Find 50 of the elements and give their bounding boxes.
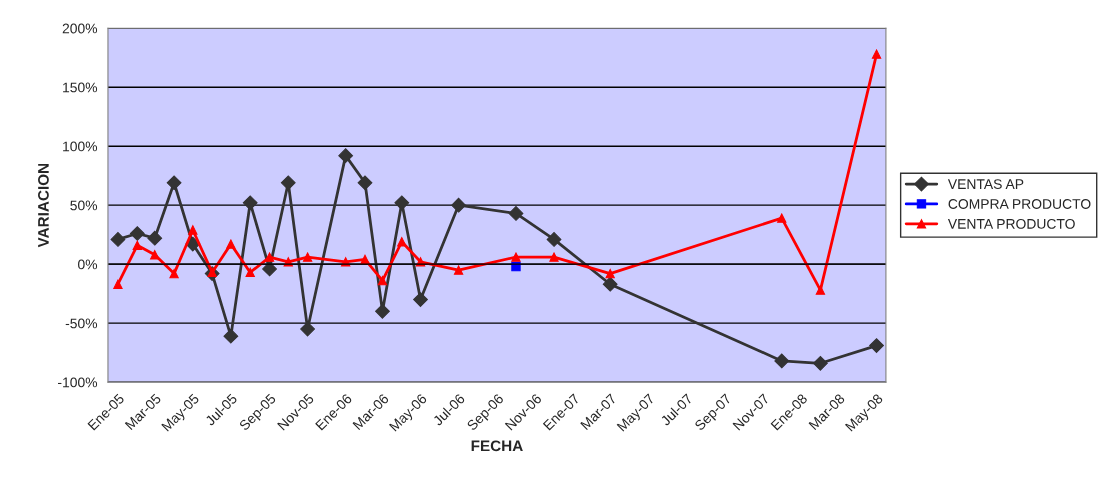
y-axis-title: VARIACION — [38, 163, 49, 248]
point — [375, 303, 390, 319]
point — [147, 230, 163, 246]
point — [871, 49, 882, 59]
x-axis-title: FECHA — [471, 440, 523, 452]
y-tick-label: -50% — [65, 318, 98, 329]
point — [226, 239, 236, 249]
point — [869, 338, 884, 353]
point — [453, 265, 464, 275]
point — [451, 197, 466, 213]
point — [549, 252, 559, 262]
point — [602, 276, 618, 292]
point — [394, 195, 410, 211]
point — [815, 285, 826, 295]
point — [242, 195, 258, 211]
y-tick-label: 0% — [78, 259, 98, 270]
legend-label: VENTAS AP — [947, 179, 1024, 190]
point — [377, 276, 388, 286]
legend-label: COMPRA PRODUCTO — [948, 199, 1091, 209]
point — [280, 175, 296, 191]
point — [546, 232, 562, 247]
point — [129, 226, 145, 241]
y-tick-label: 100% — [63, 141, 98, 152]
point — [169, 268, 179, 279]
point — [245, 267, 255, 278]
point — [223, 328, 239, 344]
point — [188, 225, 198, 235]
point — [605, 268, 615, 279]
point — [508, 206, 524, 221]
point — [264, 252, 275, 262]
point — [150, 250, 160, 260]
y-tick-label: 200% — [62, 23, 98, 34]
y-tick-label: 150% — [63, 82, 98, 93]
legend-label: VENTA PRODUCTO — [947, 218, 1075, 229]
point — [110, 232, 126, 247]
y-tick-label: 50% — [70, 200, 98, 211]
point — [774, 353, 790, 369]
y-tick-label: -100% — [58, 377, 98, 388]
point — [397, 237, 407, 247]
point — [511, 252, 521, 262]
point — [338, 148, 354, 164]
point — [166, 175, 182, 191]
point — [262, 261, 277, 277]
point — [813, 355, 828, 371]
point — [413, 292, 428, 307]
point — [113, 279, 123, 289]
point — [777, 213, 787, 223]
point — [302, 252, 313, 262]
point — [357, 175, 373, 191]
point — [132, 240, 142, 250]
